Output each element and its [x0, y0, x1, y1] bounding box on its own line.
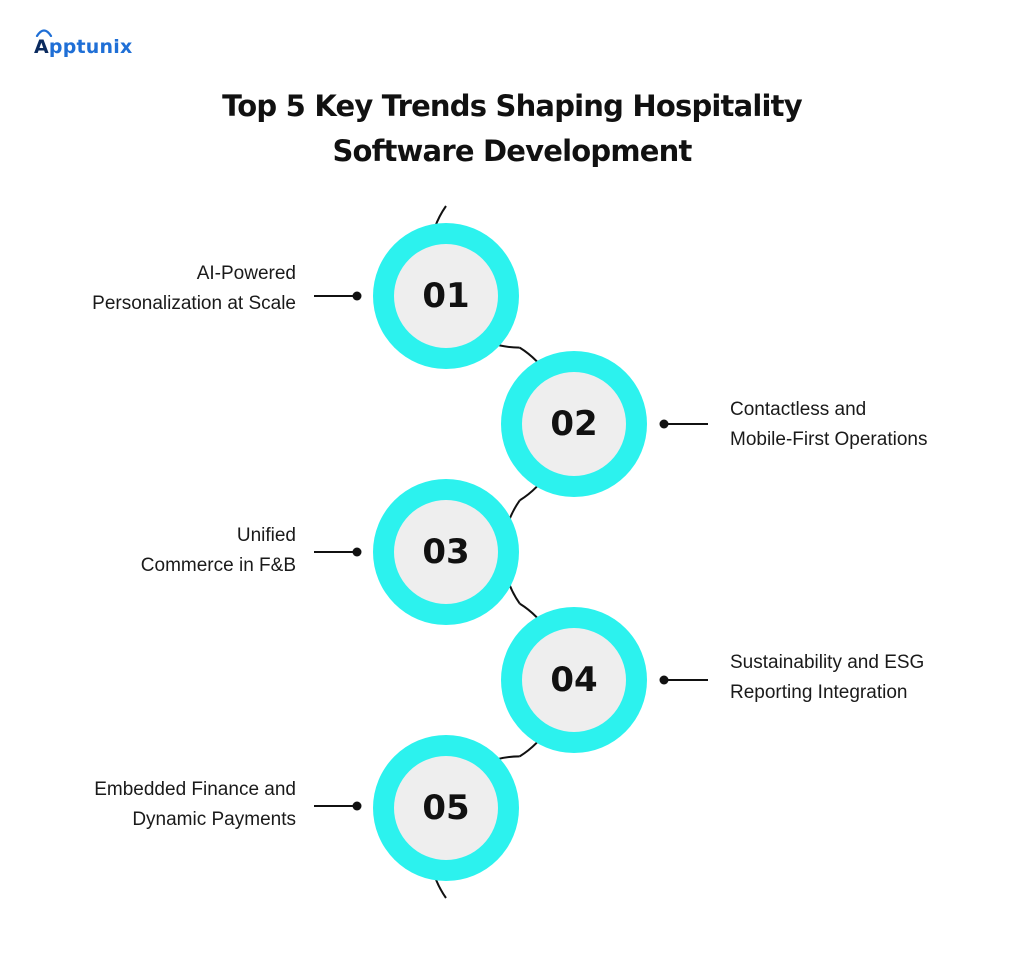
- logo-arc-icon: [35, 29, 53, 37]
- apptunix-logo: Apptunix: [34, 29, 132, 64]
- step-circle-02: 02: [501, 351, 647, 497]
- page-title: Top 5 Key Trends Shaping Hospitality Sof…: [0, 84, 1024, 174]
- connector-dot-05: [352, 801, 362, 811]
- step-label-01-line1: AI-Powered: [196, 263, 296, 284]
- step-number-05: 05: [422, 788, 469, 828]
- step-label-05: Embedded Finance and Dynamic Payments: [0, 775, 296, 835]
- title-line-1: Top 5 Key Trends Shaping Hospitality: [222, 89, 802, 123]
- step-circle-03: 03: [373, 479, 519, 625]
- step-label-04-line1: Sustainability and ESG: [730, 652, 925, 673]
- step-label-03-line2: Commerce in F&B: [140, 555, 296, 576]
- logo-text: Apptunix: [34, 36, 132, 58]
- step-number-01: 01: [422, 276, 469, 316]
- step-label-04: Sustainability and ESG Reporting Integra…: [730, 648, 1020, 708]
- step-label-02-line2: Mobile-First Operations: [730, 429, 928, 450]
- step-number-04: 04: [550, 660, 597, 700]
- step-circle-05: 05: [373, 735, 519, 881]
- step-circle-01: 01: [373, 223, 519, 369]
- step-number-02: 02: [550, 404, 597, 444]
- title-line-2: Software Development: [332, 134, 692, 168]
- step-label-03: Unified Commerce in F&B: [0, 521, 296, 581]
- step-label-01-line2: Personalization at Scale: [92, 293, 296, 314]
- logo-text-rest: pptunix: [48, 36, 133, 58]
- connector-dot-01: [352, 291, 362, 301]
- step-number-03: 03: [422, 532, 469, 572]
- step-label-05-line2: Dynamic Payments: [132, 809, 296, 830]
- connector-dot-03: [352, 547, 362, 557]
- connector-dot-04: [659, 675, 669, 685]
- logo-text-first: A: [34, 36, 49, 58]
- step-label-01: AI-Powered Personalization at Scale: [0, 259, 296, 319]
- step-label-02-line1: Contactless and: [730, 399, 867, 420]
- step-label-03-line1: Unified: [236, 525, 296, 546]
- step-label-04-line2: Reporting Integration: [730, 682, 908, 703]
- step-label-05-line1: Embedded Finance and: [94, 779, 296, 800]
- step-circle-04: 04: [501, 607, 647, 753]
- connector-dot-02: [659, 419, 669, 429]
- step-label-02: Contactless and Mobile-First Operations: [730, 395, 1020, 455]
